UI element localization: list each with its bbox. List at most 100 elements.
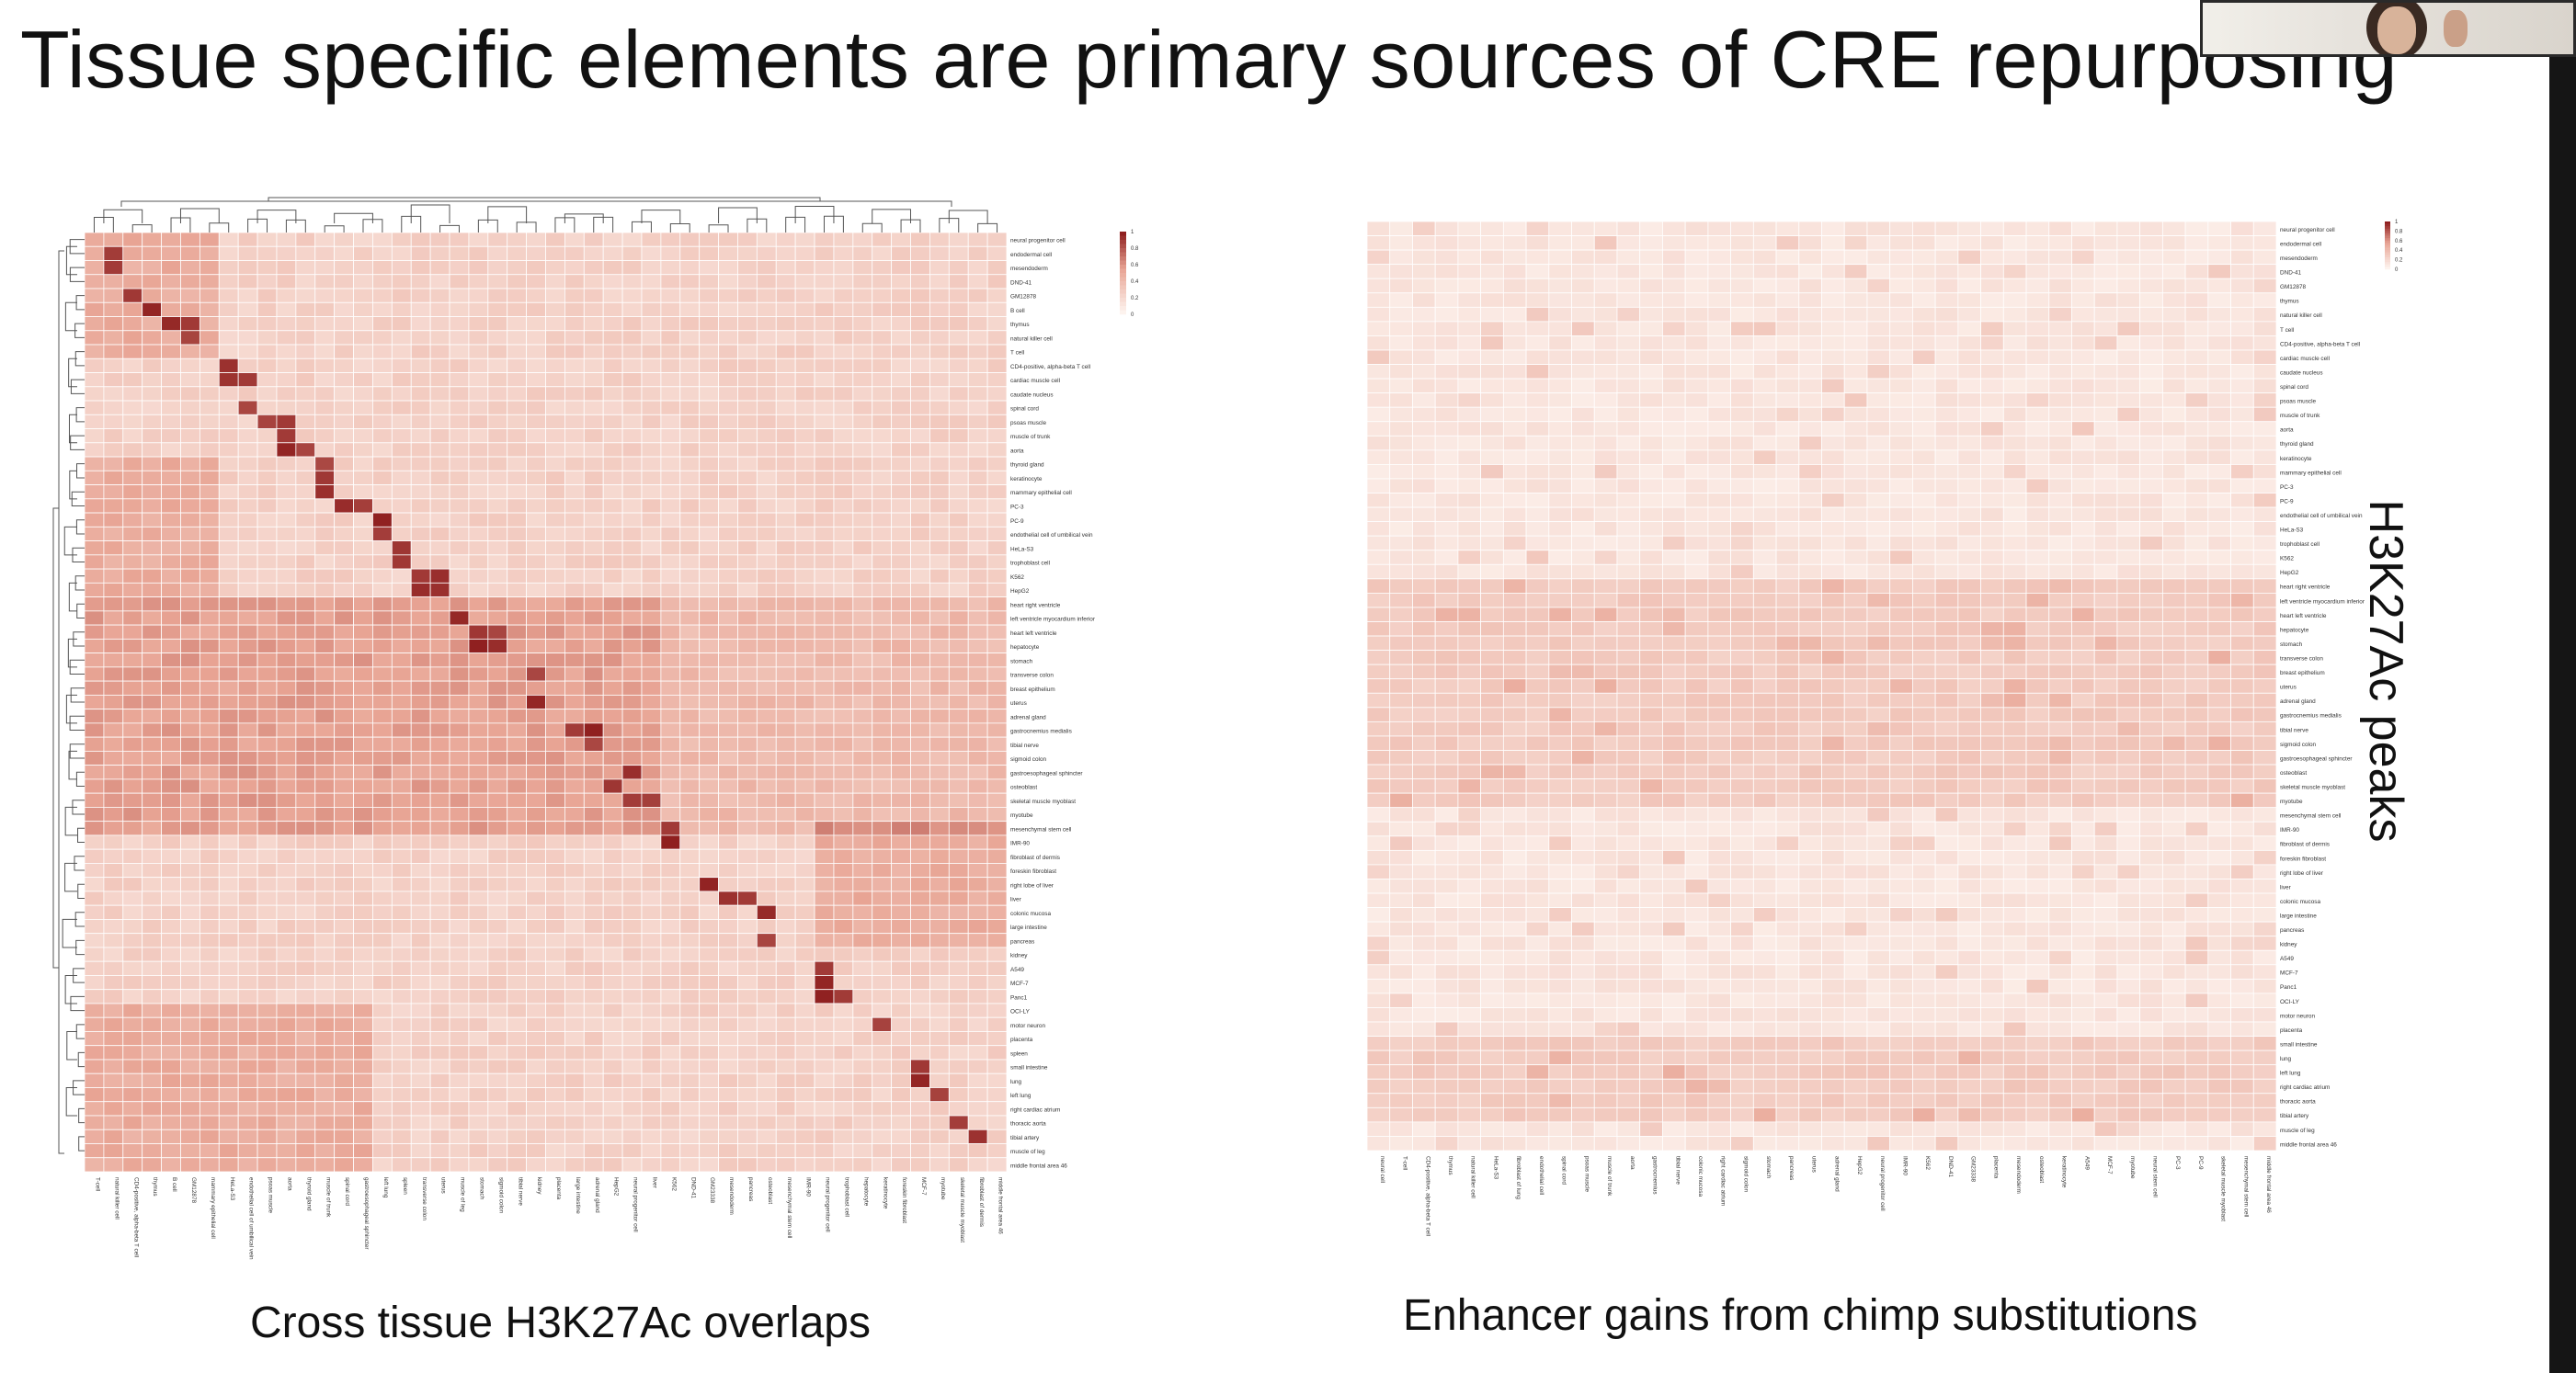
heatmap-cell xyxy=(1821,778,1845,794)
row-label: skeletal muscle myoblast xyxy=(1010,799,1076,805)
heatmap-cell xyxy=(334,610,354,626)
heatmap-cell xyxy=(2161,435,2186,451)
heatmap-cell xyxy=(794,863,815,879)
heatmap-cell xyxy=(775,848,796,864)
heatmap-cell xyxy=(122,484,143,500)
heatmap-cell xyxy=(2161,278,2186,294)
heatmap-cell xyxy=(1434,607,1459,622)
row-label: endothelial cell of umbilical vein xyxy=(1010,532,1093,539)
heatmap-cell xyxy=(2116,593,2141,608)
heatmap-cell xyxy=(1434,678,1459,694)
heatmap-cell xyxy=(449,568,470,584)
heatmap-cell xyxy=(526,1157,546,1173)
heatmap-cell xyxy=(1911,721,1936,737)
heatmap-cell xyxy=(353,512,373,528)
heatmap-cell xyxy=(372,357,393,373)
heatmap-cell xyxy=(564,848,585,864)
heatmap-cell xyxy=(641,1143,662,1159)
heatmap-cell xyxy=(967,610,988,626)
heatmap-cell xyxy=(699,750,719,766)
heatmap-cell xyxy=(276,596,297,612)
heatmap-cell xyxy=(1639,292,1663,308)
heatmap-cell xyxy=(1889,235,1913,251)
heatmap-cell xyxy=(1593,607,1618,622)
heatmap-cell xyxy=(218,877,239,892)
heatmap-cell xyxy=(1639,550,1663,565)
heatmap-cell xyxy=(986,301,1008,317)
heatmap-cell xyxy=(295,792,316,808)
heatmap-cell xyxy=(1821,378,1845,394)
heatmap-cell xyxy=(1957,493,1981,508)
row-label: IMR-90 xyxy=(1010,841,1030,847)
heatmap-cell xyxy=(1730,521,1754,537)
heatmap-cell xyxy=(122,792,143,808)
heatmap-cell xyxy=(891,1143,911,1159)
heatmap-cell xyxy=(929,1072,950,1088)
heatmap-cell xyxy=(641,1157,662,1173)
heatmap-cell xyxy=(775,428,796,444)
heatmap-cell xyxy=(507,960,528,976)
heatmap-cell xyxy=(986,1087,1008,1103)
heatmap-cell xyxy=(2002,335,2027,351)
heatmap-cell xyxy=(218,919,239,935)
heatmap-cell xyxy=(621,470,643,485)
heatmap-cell xyxy=(526,484,546,500)
heatmap-cell xyxy=(353,1003,373,1018)
heatmap-cell xyxy=(1798,621,1822,637)
heatmap-cell xyxy=(1730,563,1754,580)
heatmap-cell xyxy=(986,1003,1008,1018)
heatmap-cell xyxy=(410,750,431,766)
heatmap-cell xyxy=(814,807,835,823)
heatmap-cell xyxy=(237,1115,258,1130)
heatmap-cell xyxy=(756,386,777,402)
heatmap-cell xyxy=(122,512,143,528)
heatmap-cell xyxy=(84,1059,105,1074)
heatmap-cell xyxy=(1730,421,1754,437)
heatmap-cell xyxy=(1911,607,1936,622)
heatmap-cell xyxy=(2116,449,2141,465)
heatmap-cell xyxy=(583,834,604,850)
heatmap-cell xyxy=(545,638,565,654)
heatmap-cell xyxy=(852,245,873,261)
heatmap-cell xyxy=(852,484,873,500)
heatmap-cell xyxy=(794,344,815,359)
heatmap-cell xyxy=(295,652,316,668)
heatmap-cell xyxy=(237,666,258,682)
heatmap-cell xyxy=(161,400,181,415)
heatmap-cell xyxy=(237,1016,258,1032)
heatmap-cell xyxy=(2048,764,2072,779)
heatmap-cell xyxy=(180,960,200,976)
heatmap-cell xyxy=(718,470,738,485)
heatmap-cell xyxy=(1662,721,1686,737)
heatmap-cell xyxy=(545,316,565,332)
heatmap-cell xyxy=(699,554,719,570)
heatmap-cell xyxy=(775,288,796,303)
heatmap-cell xyxy=(891,848,911,864)
heatmap-cell xyxy=(2116,578,2141,594)
heatmap-cell xyxy=(737,891,758,906)
heatmap-cell xyxy=(372,891,393,906)
heatmap-cell xyxy=(852,330,873,346)
heatmap-cell xyxy=(1957,678,1981,694)
heatmap-cell xyxy=(1662,221,1686,236)
heatmap-cell xyxy=(756,1115,777,1130)
heatmap-cell xyxy=(1730,292,1754,308)
heatmap-cell xyxy=(468,344,489,359)
heatmap-cell xyxy=(2093,635,2118,652)
heatmap-cell xyxy=(314,540,336,556)
heatmap-cell xyxy=(986,1031,1008,1047)
heatmap-cell xyxy=(1911,678,1936,694)
heatmap-cell xyxy=(794,722,815,738)
heatmap-cell xyxy=(814,498,835,514)
heatmap-cell xyxy=(487,386,508,402)
heatmap-cell xyxy=(84,1143,105,1159)
heatmap-cell xyxy=(334,792,354,808)
heatmap-cell xyxy=(161,778,181,794)
heatmap-cell xyxy=(507,357,528,373)
heatmap-cell xyxy=(2184,607,2209,622)
heatmap-cell xyxy=(1525,264,1550,279)
heatmap-cell xyxy=(1775,235,1800,251)
heatmap-cell xyxy=(1525,364,1550,380)
heatmap-cell xyxy=(334,694,354,710)
heatmap-cell xyxy=(218,975,239,991)
